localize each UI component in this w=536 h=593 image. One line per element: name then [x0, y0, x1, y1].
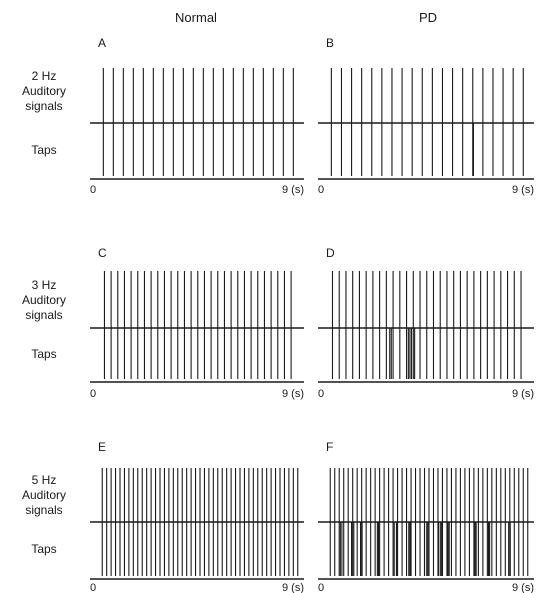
x-tick-label-start: 0	[318, 184, 324, 196]
panel-d: D 0 9 (s)	[318, 246, 534, 400]
panel-letter: E	[98, 440, 106, 454]
x-tick-label-end: 9 (s)	[282, 582, 304, 593]
raster-panels: A 0 9 (s) B 0 9 (s) C 0 9 (s) D 0 9 (s) E 0 9 (s) F 0 9 (…	[90, 36, 534, 593]
row-label-5hz: 5 Hz Auditory signals Taps	[22, 473, 66, 556]
x-tick-label-start: 0	[90, 582, 96, 593]
x-tick-label-start: 0	[90, 388, 96, 400]
row-freq-label: 2 Hz	[32, 69, 57, 83]
x-tick-label-start: 0	[318, 582, 324, 593]
row-auditory-label: Auditory	[22, 293, 66, 307]
row-freq-label: 3 Hz	[32, 278, 57, 292]
panel-letter: A	[98, 36, 106, 50]
row-freq-label: 5 Hz	[32, 473, 57, 487]
panel-e: E 0 9 (s)	[90, 440, 304, 593]
x-tick-label-end: 9 (s)	[512, 582, 534, 593]
row-auditory-label: Auditory	[22, 488, 66, 502]
panel-c: C 0 9 (s)	[90, 246, 304, 400]
column-title-normal: Normal	[175, 10, 217, 25]
panel-letter: D	[326, 246, 335, 260]
row-taps-label: Taps	[31, 347, 56, 361]
x-tick-label-end: 9 (s)	[512, 388, 534, 400]
x-tick-label-start: 0	[318, 388, 324, 400]
x-tick-label-start: 0	[90, 184, 96, 196]
column-title-pd: PD	[419, 10, 437, 25]
row-label-2hz: 2 Hz Auditory signals Taps	[22, 69, 66, 157]
panel-letter: F	[326, 440, 333, 454]
panel-b: B 0 9 (s)	[318, 36, 534, 196]
row-signals-label: signals	[25, 503, 62, 517]
row-taps-label: Taps	[31, 542, 56, 556]
panel-f: F 0 9 (s)	[318, 440, 534, 593]
row-auditory-label: Auditory	[22, 84, 66, 98]
row-signals-label: signals	[25, 308, 62, 322]
panel-letter: C	[98, 246, 107, 260]
row-label-3hz: 3 Hz Auditory signals Taps	[22, 278, 66, 361]
x-tick-label-end: 9 (s)	[282, 184, 304, 196]
x-tick-label-end: 9 (s)	[282, 388, 304, 400]
row-signals-label: signals	[25, 99, 62, 113]
panel-a: A 0 9 (s)	[90, 36, 304, 196]
panel-letter: B	[326, 36, 334, 50]
row-taps-label: Taps	[31, 143, 56, 157]
x-tick-label-end: 9 (s)	[512, 184, 534, 196]
